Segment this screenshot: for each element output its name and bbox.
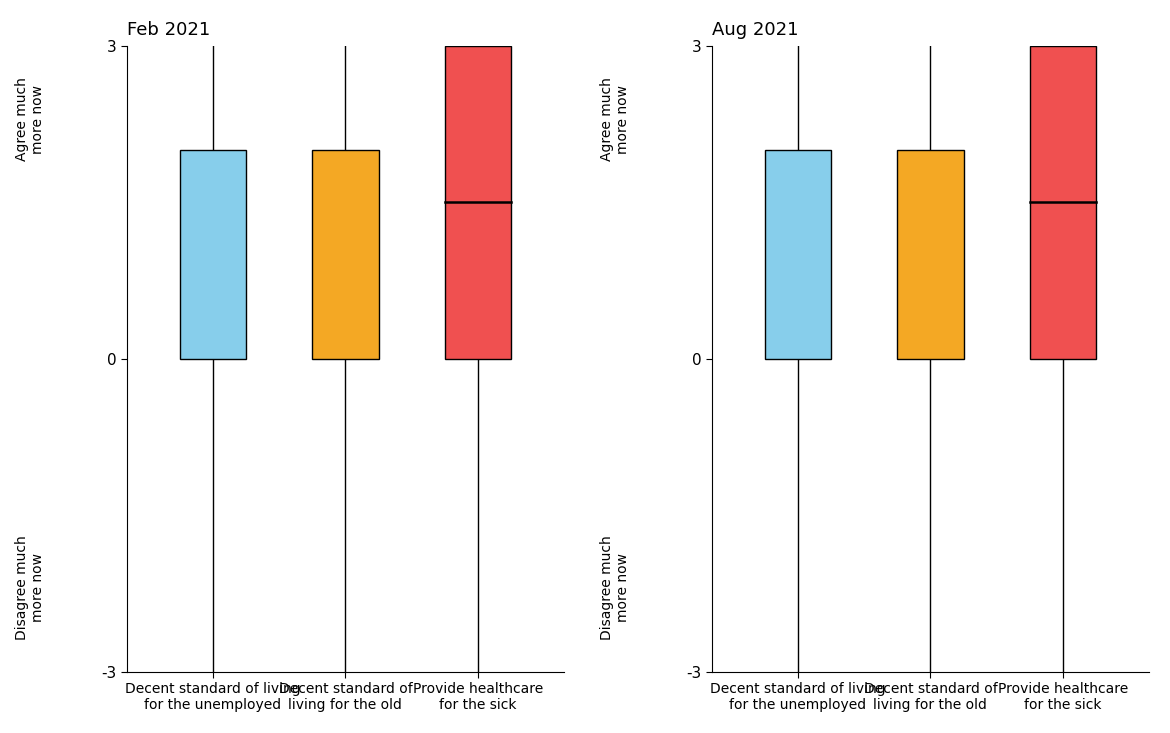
Bar: [180, 150, 246, 358]
Text: Aug 2021: Aug 2021: [711, 21, 798, 39]
Text: Disagree much
more now: Disagree much more now: [15, 536, 46, 640]
Bar: [312, 150, 379, 358]
Text: Agree much
more now: Agree much more now: [15, 77, 46, 161]
Text: Agree much
more now: Agree much more now: [600, 77, 631, 161]
Bar: [897, 150, 964, 358]
Bar: [1030, 46, 1096, 358]
Text: Feb 2021: Feb 2021: [126, 21, 209, 39]
Text: Disagree much
more now: Disagree much more now: [600, 536, 631, 640]
Bar: [445, 46, 511, 358]
Bar: [765, 150, 831, 358]
